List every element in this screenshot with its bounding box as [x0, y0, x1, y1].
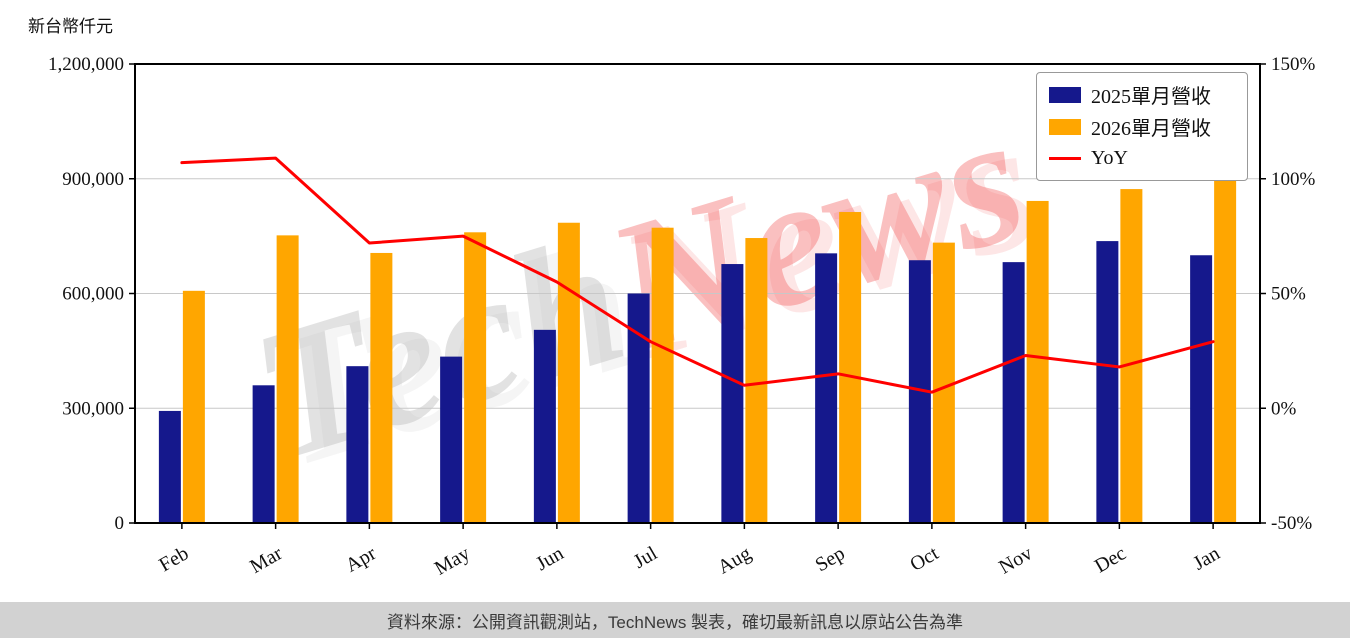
- legend-swatch-2026: [1049, 118, 1081, 135]
- legend-item-2026: 2026單月營收: [1049, 113, 1235, 140]
- bar-2026: [1026, 200, 1049, 523]
- bar-2025: [440, 356, 463, 523]
- bar-2026: [276, 235, 299, 524]
- legend-swatch-2025: [1049, 86, 1081, 103]
- bar-2025: [721, 264, 744, 523]
- legend-label-2025: 2025單月營收: [1091, 86, 1211, 108]
- bar-2026: [932, 242, 955, 523]
- bar-2025: [158, 410, 181, 523]
- legend-label-2026: 2026單月營收: [1091, 118, 1211, 140]
- x-axis-tick-label: Dec: [1091, 542, 1130, 577]
- x-axis-tick-label: Jun: [532, 542, 567, 575]
- bar-2026: [370, 252, 393, 523]
- left-axis-tick-label: 1,200,000: [48, 54, 124, 75]
- left-axis-tick-label: 0: [115, 513, 125, 534]
- bar-2026: [651, 227, 674, 523]
- x-axis-tick-label: Jan: [1190, 542, 1224, 574]
- left-axis-tick-label: 900,000: [62, 169, 124, 190]
- left-axis-tick-label: 600,000: [62, 284, 124, 305]
- right-axis-tick-label: 50%: [1271, 284, 1306, 305]
- bar-2025: [1002, 262, 1025, 523]
- right-axis-tick-label: 0%: [1271, 398, 1297, 419]
- bar-2026: [1120, 189, 1143, 523]
- x-axis-tick-label: Nov: [995, 542, 1036, 578]
- chart-svg: 0 300,000 600,000 900,000 1,200,000 -50% 0% 50%…: [48, 54, 1316, 580]
- y-axis-title: 新台幣仟元: [28, 17, 113, 36]
- bar-2026: [839, 212, 862, 523]
- bar-2026: [464, 232, 487, 524]
- x-axis-tick-label: Feb: [155, 542, 192, 576]
- bar-2025: [1190, 255, 1213, 523]
- x-axis-tick-label: May: [431, 542, 474, 579]
- bar-2025: [346, 366, 369, 523]
- x-axis-tick-label: Mar: [246, 542, 286, 578]
- right-axis-tick-label: 100%: [1271, 169, 1316, 190]
- legend-swatch-yoy: [1049, 157, 1081, 160]
- footer-bar: 資料來源：公開資訊觀測站，TechNews 製表，確切最新訊息以原站公告為準: [0, 602, 1350, 638]
- source-note: 資料來源：公開資訊觀測站，TechNews 製表，確切最新訊息以原站公告為準: [386, 612, 964, 632]
- x-axis-tick-label: Sep: [812, 542, 849, 576]
- bar-2026: [557, 222, 580, 524]
- x-axis-tick-label: Apr: [342, 542, 380, 577]
- bar-2025: [533, 329, 556, 523]
- legend-label-yoy: YoY: [1091, 147, 1128, 169]
- right-axis-tick-label: -50%: [1271, 513, 1312, 534]
- x-axis-tick-label: Oct: [906, 542, 942, 576]
- bar-2025: [908, 260, 931, 523]
- bar-2026: [1214, 177, 1237, 524]
- legend-item-yoy: YoY: [1049, 145, 1235, 172]
- bar-2025: [252, 385, 275, 523]
- bar-2025: [815, 253, 838, 523]
- bar-2025: [1096, 241, 1119, 523]
- right-axis-tick-label: 150%: [1271, 54, 1316, 75]
- left-axis-tick-label: 300,000: [62, 398, 124, 419]
- x-axis-tick-label: Jul: [630, 542, 662, 573]
- bar-2026: [182, 290, 205, 523]
- legend: 2025單月營收 2026單月營收 YoY: [1036, 72, 1248, 181]
- x-axis-tick-label: Aug: [714, 542, 755, 578]
- bar-2026: [745, 238, 768, 523]
- legend-item-2025: 2025單月營收: [1049, 81, 1235, 108]
- yoy-line: [180, 156, 1215, 394]
- bar-2025: [627, 293, 650, 523]
